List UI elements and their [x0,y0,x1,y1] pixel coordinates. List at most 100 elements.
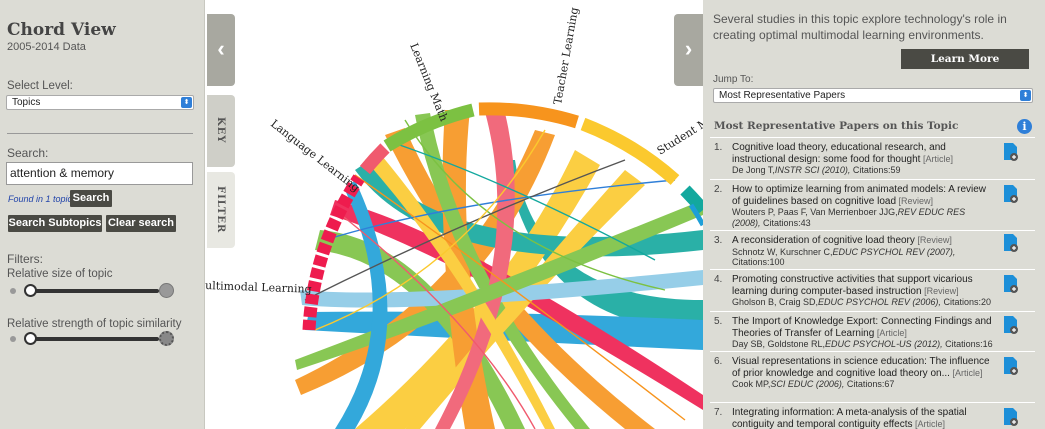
search-subtopics-button[interactable]: Search Subtopics [8,215,102,232]
paper-authors: Day SB, Goldstone RL, [732,339,826,349]
paper-text: Visual representations in science educat… [732,356,994,390]
paper-authors: Schnotz W, Kurschner C, [732,246,833,257]
slider-track[interactable] [26,289,159,293]
chord-diagram[interactable]: Learning Math Teacher Learning Student M… [205,0,703,429]
info-icon[interactable]: i [1017,119,1032,134]
ribbon-line [354,174,686,421]
level-select-value: Topics [12,97,41,108]
slider-track[interactable] [26,337,159,341]
paper-number: 2. [714,184,723,195]
paper-item[interactable]: 5. The Import of Knowledge Export: Connec… [710,311,1035,350]
ribbon-line [384,139,656,261]
search-input[interactable]: attention & memory [6,162,193,185]
paper-citations: Citations:16 [945,339,993,349]
paper-text: The Import of Knowledge Export: Connecti… [732,316,994,350]
paper-title[interactable]: How to optimize learning from animated m… [732,184,987,207]
paper-journal: EDUC PSYCHOL-US (2012), [825,339,943,349]
paper-number: 7. [714,407,723,418]
paper-number: 3. [714,235,723,246]
slider1-label: Relative size of topic [7,268,113,280]
arcs[interactable] [302,102,703,331]
add-document-icon[interactable] [1004,275,1018,293]
clear-search-button[interactable]: Clear search [106,215,176,232]
search-label: Search: [7,146,49,160]
ribbon [385,128,655,429]
add-document-icon[interactable] [1004,234,1018,252]
paper-title[interactable]: Cognitive load theory, educational resea… [732,142,946,165]
add-document-icon[interactable] [1004,185,1018,203]
collapse-left-tab[interactable]: ‹ [207,14,235,86]
label-student-motivation: Student Mo [655,112,703,158]
paper-type: [Review] [898,195,934,206]
paper-text: Integrating information: A meta-analysis… [732,407,994,429]
ribbon [365,150,555,429]
add-document-icon[interactable] [1004,316,1018,334]
paper-type: [Review] [917,235,952,245]
jump-to-select[interactable]: Most Representative Papers ⬍ [713,88,1033,103]
ribbon [295,200,703,370]
paper-journal: INSTR SCI (2010), [774,165,851,175]
paper-type: [Article] [876,327,907,338]
papers-section-title: Most Representative Papers on this Topic [714,120,959,132]
paper-item[interactable]: 3. A reconsideration of cognitive load th… [710,230,1035,268]
filters-label: Filters: [7,252,43,266]
paper-item[interactable]: 7. Integrating information: A meta-analys… [710,402,1035,429]
select-arrows-icon: ⬍ [181,97,192,108]
paper-journal: SCI EDUC (2006), [770,379,845,389]
paper-text: How to optimize learning from animated m… [732,184,994,228]
ribbon-line [404,119,666,291]
paper-citations: Citations:43 [763,217,811,228]
paper-item[interactable]: 4. Promoting constructive activities that… [710,269,1035,310]
paper-title[interactable]: Visual representations in science educat… [732,356,990,379]
slider-thumb[interactable] [24,332,37,345]
paper-title[interactable]: Promoting constructive activities that s… [732,274,973,297]
add-document-icon[interactable] [1004,143,1018,161]
paper-number: 4. [714,274,723,285]
paper-text: A reconsideration of cognitive load theo… [732,235,994,268]
paper-authors: Wouters P, Paas F, Van Merrienboer JJG, [732,207,898,217]
select-level-label: Select Level: [7,80,73,92]
paper-title[interactable]: The Import of Knowledge Export: Connecti… [732,316,992,339]
collapse-right-tab[interactable]: › [674,14,703,86]
learn-more-button[interactable]: Learn More [901,49,1029,69]
ribbon [355,150,600,429]
paper-authors: Gholson B, Craig SD, [732,297,819,307]
paper-authors: Cook MP, [732,379,771,389]
paper-citations: Citations:100 [732,257,785,267]
search-button[interactable]: Search [70,190,112,207]
ribbon [330,200,703,410]
arc-learning-math [383,103,475,152]
paper-title[interactable]: Integrating information: A meta-analysis… [732,407,967,429]
slider-thumb[interactable] [24,284,37,297]
paper-journal: EDUC PSYCHOL REV (2006), [818,297,941,307]
ribbon-line [314,129,546,331]
label-multimodal-learning: ultimodal Learning [205,279,312,296]
paper-citations: Citations:20 [943,297,991,307]
paper-item[interactable]: 6. Visual representations in science educ… [710,351,1035,401]
paper-item[interactable]: 1. Cognitive load theory, educational res… [710,137,1035,178]
paper-journal: REV EDUC RES (2008), [732,207,966,228]
paper-journal: EDUC PSYCHOL REV (2007), [832,246,956,257]
level-select[interactable]: Topics ⬍ [6,95,194,110]
slider-min-icon [10,288,16,294]
paper-title[interactable]: A reconsideration of cognitive load theo… [732,235,915,246]
paper-item[interactable]: 2. How to optimize learning from animated… [710,179,1035,229]
filter-tab-label: FILTER [215,186,226,234]
paper-text: Cognitive load theory, educational resea… [732,142,994,176]
filter-tab[interactable]: FILTER [207,172,235,248]
ribbon [415,113,590,429]
slider2-label: Relative strength of topic similarity [7,318,182,330]
slider-max-icon [159,283,174,298]
key-tab[interactable]: KEY [207,95,235,167]
add-document-icon[interactable] [1004,357,1018,375]
arc-teacher-learning [478,102,579,129]
ribbon [355,160,703,257]
label-teacher-learning: Teacher Learning [551,6,581,105]
add-document-icon[interactable] [1004,408,1018,426]
chord-svg[interactable]: Learning Math Teacher Learning Student M… [205,0,703,429]
paper-number: 1. [714,142,723,153]
right-panel: Several studies in this topic explore te… [703,0,1045,429]
paper-citations: Citations:67 [846,379,895,389]
select-arrows-icon: ⬍ [1020,90,1031,101]
arc-language-learning [359,143,390,175]
